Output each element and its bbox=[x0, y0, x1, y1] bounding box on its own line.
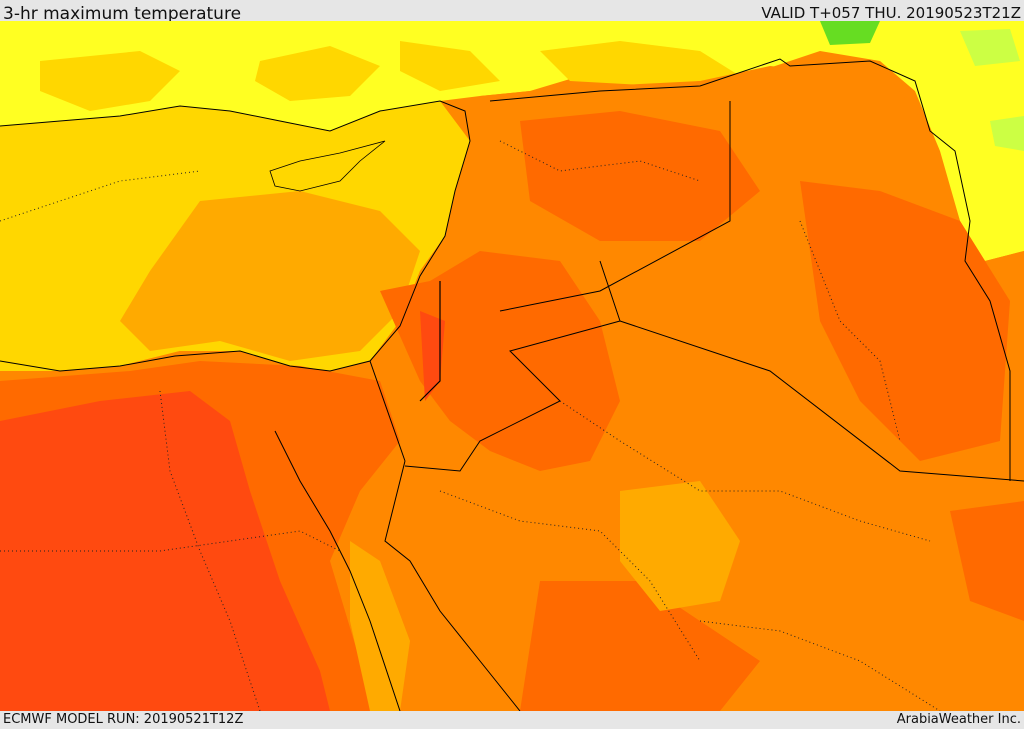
model-run: ECMWF MODEL RUN: 20190521T12Z bbox=[3, 712, 244, 727]
syria-hot-zone bbox=[520, 111, 760, 241]
northern-border bbox=[489, 58, 1011, 481]
cyprus bbox=[269, 140, 386, 192]
map-canvas bbox=[0, 21, 1024, 711]
admin-boundaries bbox=[0, 140, 941, 711]
map-title: 3-hr maximum temperature bbox=[3, 4, 242, 21]
red-sea-west-coast bbox=[274, 430, 401, 711]
cool-patch-ne bbox=[820, 21, 880, 45]
syria-iraq-border bbox=[499, 101, 731, 312]
sea-warm-core bbox=[120, 191, 420, 361]
cool-patch-ne-3 bbox=[990, 116, 1024, 151]
saudi-cool-patch bbox=[620, 481, 740, 611]
south-hot-zone bbox=[520, 581, 760, 711]
egypt-hottest-zone bbox=[0, 391, 330, 711]
warm-patch-2 bbox=[255, 46, 380, 101]
iraq-hot-zone bbox=[800, 181, 1010, 461]
iraq-saudi-border bbox=[619, 320, 1024, 482]
valid-time: VALID T+057 THU. 20190523T21Z bbox=[761, 4, 1021, 22]
footer-bar: ECMWF MODEL RUN: 20190521T12Z ArabiaWeat… bbox=[0, 711, 1024, 729]
dead-sea-hot bbox=[420, 311, 445, 401]
coastline bbox=[0, 100, 471, 372]
jordan-river bbox=[419, 281, 441, 402]
warm-patch-4 bbox=[540, 41, 740, 86]
cool-patch-ne-2 bbox=[960, 29, 1020, 66]
warm-patch-1 bbox=[40, 51, 180, 111]
east-hot-zone bbox=[950, 501, 1024, 621]
red-sea-east-coast bbox=[384, 460, 521, 711]
header-bar: 3-hr maximum temperature VALID T+057 THU… bbox=[0, 0, 1024, 22]
red-sea-strip bbox=[350, 541, 410, 711]
warm-patch-3 bbox=[400, 41, 500, 91]
credit: ArabiaWeather Inc. bbox=[896, 712, 1021, 727]
temperature-map[interactable] bbox=[0, 21, 1024, 711]
egypt-israel-border bbox=[369, 360, 406, 462]
